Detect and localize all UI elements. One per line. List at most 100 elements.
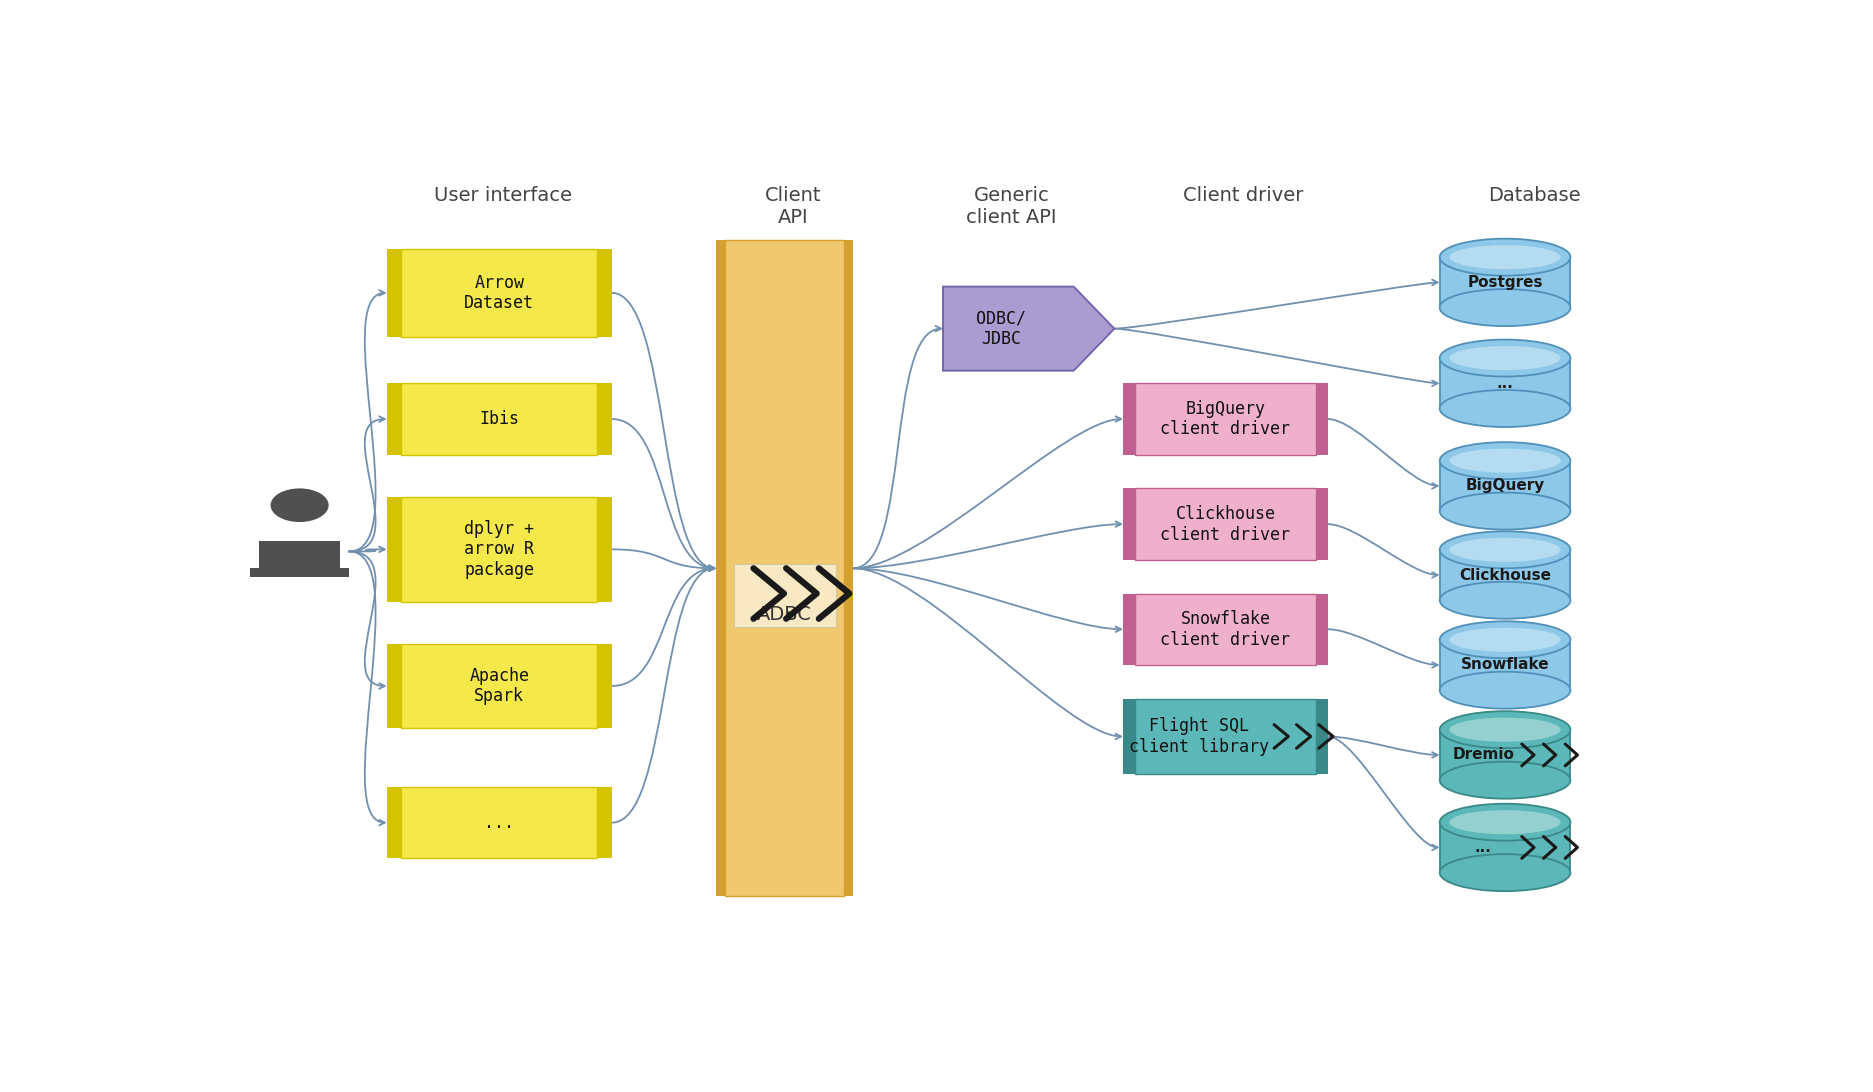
Bar: [1438, 461, 1570, 511]
FancyArrowPatch shape: [611, 419, 714, 571]
Bar: [386, 644, 401, 728]
FancyArrowPatch shape: [852, 568, 1120, 739]
Bar: [597, 644, 611, 728]
FancyArrowPatch shape: [1328, 736, 1437, 851]
Ellipse shape: [1438, 492, 1570, 530]
Bar: [1122, 383, 1133, 454]
Bar: [401, 644, 597, 728]
Ellipse shape: [1438, 854, 1570, 891]
FancyArrowPatch shape: [611, 566, 714, 686]
Bar: [401, 497, 597, 602]
Text: Flight SQL
client library: Flight SQL client library: [1129, 717, 1268, 756]
Bar: [401, 383, 597, 454]
Text: Postgres: Postgres: [1467, 275, 1541, 289]
Ellipse shape: [1438, 239, 1570, 275]
FancyArrowPatch shape: [348, 551, 384, 689]
Text: ...: ...: [483, 814, 513, 832]
Bar: [734, 565, 835, 627]
Text: BigQuery: BigQuery: [1465, 478, 1543, 494]
FancyArrowPatch shape: [348, 547, 384, 553]
Text: Snowflake
client driver: Snowflake client driver: [1159, 609, 1290, 649]
Text: Clickhouse: Clickhouse: [1459, 568, 1551, 582]
Circle shape: [270, 488, 328, 522]
Ellipse shape: [1448, 346, 1560, 370]
Text: Client
API: Client API: [764, 186, 820, 227]
Bar: [1133, 594, 1315, 665]
FancyArrowPatch shape: [1328, 419, 1437, 488]
FancyArrowPatch shape: [611, 293, 714, 571]
Polygon shape: [268, 543, 332, 568]
Text: ADBC: ADBC: [757, 605, 811, 624]
Text: Client driver: Client driver: [1184, 186, 1304, 204]
Bar: [597, 383, 611, 454]
Bar: [725, 240, 843, 897]
Bar: [1133, 383, 1315, 454]
FancyArrowPatch shape: [611, 566, 714, 822]
Ellipse shape: [1438, 621, 1570, 658]
Bar: [1438, 358, 1570, 408]
Bar: [1122, 699, 1133, 774]
Text: Database: Database: [1487, 186, 1579, 204]
Ellipse shape: [1448, 537, 1560, 561]
Text: Clickhouse
client driver: Clickhouse client driver: [1159, 505, 1290, 544]
Bar: [1438, 729, 1570, 780]
FancyArrowPatch shape: [1114, 329, 1437, 387]
Text: BigQuery
client driver: BigQuery client driver: [1159, 400, 1290, 438]
Bar: [597, 787, 611, 858]
FancyArrowPatch shape: [611, 549, 714, 571]
Text: Snowflake: Snowflake: [1459, 657, 1549, 673]
Ellipse shape: [1448, 449, 1560, 473]
Text: Generic
client API: Generic client API: [965, 186, 1056, 227]
Ellipse shape: [1438, 582, 1570, 619]
FancyArrowPatch shape: [1328, 736, 1437, 758]
FancyArrowPatch shape: [852, 325, 940, 568]
Bar: [386, 497, 401, 602]
Bar: [1315, 699, 1328, 774]
Bar: [843, 240, 852, 897]
Bar: [258, 542, 341, 568]
Ellipse shape: [1448, 717, 1560, 741]
Bar: [251, 568, 348, 577]
Bar: [386, 249, 401, 337]
Text: Apache
Spark: Apache Spark: [468, 666, 528, 705]
Bar: [1122, 594, 1133, 665]
Text: ODBC/
JDBC: ODBC/ JDBC: [976, 309, 1026, 348]
Text: Ibis: Ibis: [479, 410, 519, 428]
Bar: [1133, 699, 1315, 774]
Bar: [1438, 640, 1570, 690]
Ellipse shape: [1438, 672, 1570, 709]
Ellipse shape: [1438, 442, 1570, 479]
Bar: [1133, 488, 1315, 560]
Bar: [1315, 383, 1328, 454]
FancyArrowPatch shape: [348, 551, 384, 826]
Bar: [1315, 488, 1328, 560]
FancyArrowPatch shape: [852, 521, 1120, 568]
Ellipse shape: [1438, 289, 1570, 327]
Ellipse shape: [1438, 804, 1570, 841]
Ellipse shape: [1438, 762, 1570, 798]
Bar: [401, 249, 597, 337]
Ellipse shape: [1448, 810, 1560, 834]
FancyArrowPatch shape: [852, 416, 1120, 568]
FancyArrowPatch shape: [348, 416, 384, 551]
FancyArrowPatch shape: [1328, 524, 1437, 578]
Text: ...: ...: [1474, 840, 1491, 855]
FancyArrowPatch shape: [348, 290, 384, 551]
Ellipse shape: [1438, 340, 1570, 377]
FancyArrowPatch shape: [1114, 280, 1437, 329]
Bar: [386, 787, 401, 858]
Ellipse shape: [1438, 711, 1570, 748]
Bar: [1315, 594, 1328, 665]
Ellipse shape: [1438, 532, 1570, 568]
Text: ...: ...: [1497, 376, 1513, 391]
Text: dplyr +
arrow R
package: dplyr + arrow R package: [465, 520, 534, 579]
Bar: [1438, 258, 1570, 308]
Ellipse shape: [1448, 245, 1560, 270]
Bar: [386, 383, 401, 454]
Bar: [597, 497, 611, 602]
Ellipse shape: [1438, 390, 1570, 427]
Text: User interface: User interface: [435, 186, 571, 204]
Bar: [1438, 822, 1570, 873]
Bar: [1438, 549, 1570, 601]
Text: Dremio: Dremio: [1452, 747, 1513, 762]
